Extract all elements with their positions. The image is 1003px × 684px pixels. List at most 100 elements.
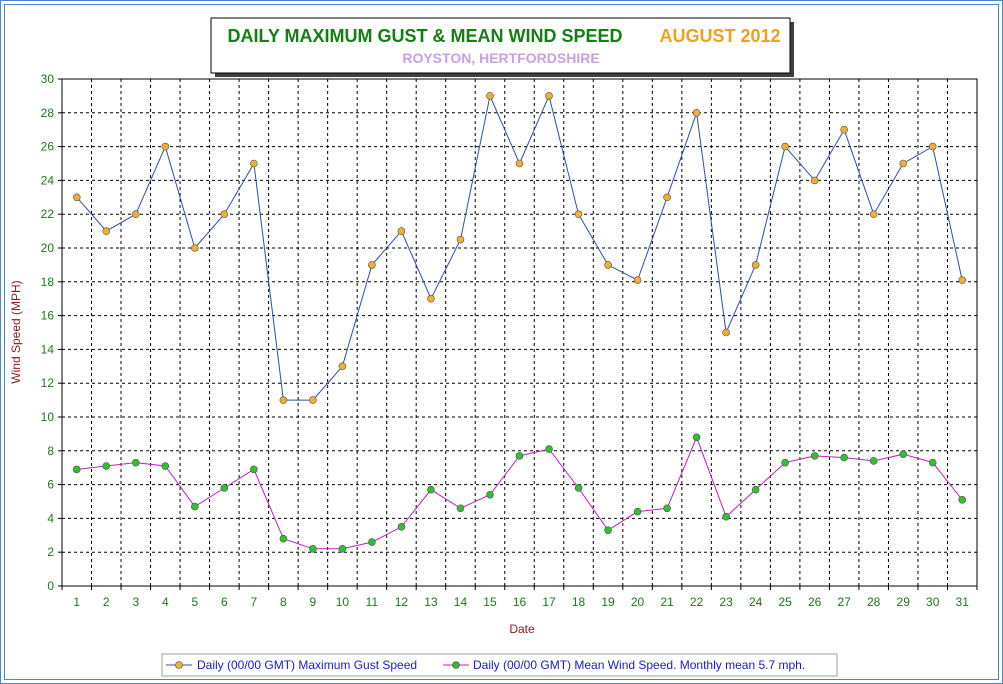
- data-point-0: [72, 193, 81, 202]
- data-point-0: [486, 92, 494, 100]
- x-tick-label: 15: [483, 595, 497, 609]
- x-tick-label: 3: [132, 595, 139, 609]
- y-tick-label: 22: [41, 207, 55, 221]
- x-tick-label: 2: [103, 595, 110, 609]
- x-tick-label: 19: [601, 595, 615, 609]
- x-tick-label: 9: [310, 595, 317, 609]
- x-tick-label: 1: [73, 595, 80, 609]
- chart-title-period: AUGUST 2012: [659, 26, 780, 46]
- data-point-1: [751, 485, 760, 494]
- x-tick-label: 30: [926, 595, 940, 609]
- x-tick-label: 8: [280, 595, 287, 609]
- x-tick-label: 16: [513, 595, 527, 609]
- data-point-0: [250, 159, 258, 168]
- data-point-0: [427, 294, 435, 303]
- y-tick-label: 6: [47, 478, 54, 492]
- x-axis-title: Date: [509, 622, 535, 636]
- data-point-1: [427, 485, 435, 494]
- data-point-0: [810, 176, 819, 185]
- data-point-1: [604, 526, 612, 535]
- x-tick-label: 7: [251, 595, 258, 609]
- data-point-0: [545, 92, 553, 100]
- data-point-1: [250, 465, 258, 474]
- y-tick-label: 0: [47, 579, 54, 593]
- y-tick-label: 30: [41, 72, 55, 86]
- data-point-1: [810, 452, 819, 460]
- data-point-0: [220, 210, 229, 218]
- legend-gust-marker: [175, 661, 183, 669]
- y-tick-label: 10: [41, 410, 55, 424]
- x-tick-label: 24: [749, 595, 763, 609]
- data-point-1: [928, 458, 937, 467]
- data-point-0: [456, 235, 465, 244]
- data-point-0: [161, 142, 170, 151]
- grid-lines: [62, 79, 977, 586]
- data-point-0: [338, 362, 347, 371]
- x-tick-label: 29: [897, 595, 911, 609]
- legend-box: [161, 653, 838, 677]
- data-point-1: [515, 452, 524, 460]
- data-point-0: [869, 210, 878, 218]
- chart-subtitle: ROYSTON, HERTFORDSHIRE: [402, 50, 599, 66]
- data-point-1: [161, 462, 170, 470]
- x-tick-label: 17: [542, 595, 556, 609]
- data-point-1: [781, 458, 789, 467]
- x-tick-label: 25: [778, 595, 792, 609]
- data-point-1: [191, 502, 199, 511]
- y-tick-label: 14: [41, 342, 55, 356]
- data-point-0: [102, 227, 111, 235]
- data-point-1: [368, 538, 376, 546]
- chart-title: DAILY MAXIMUM GUST & MEAN WIND SPEED: [227, 26, 622, 46]
- y-tick-label: 16: [41, 309, 55, 323]
- legend-mean-label: Daily (00/00 GMT) Mean Wind Speed. Month…: [473, 658, 805, 672]
- x-tick-label: 18: [572, 595, 586, 609]
- x-tick-label: 14: [454, 595, 468, 609]
- plot-area: [61, 78, 978, 587]
- data-point-0: [131, 210, 140, 218]
- data-point-0: [958, 276, 967, 284]
- x-tick-label: 21: [660, 595, 674, 609]
- y-tick-label: 24: [41, 173, 55, 187]
- legend-mean-marker: [452, 661, 460, 669]
- chart-inner-border: [4, 4, 999, 680]
- data-point-1: [279, 534, 288, 543]
- x-tick-label: 26: [808, 595, 822, 609]
- x-tick-label: 4: [162, 595, 169, 609]
- data-point-1: [574, 484, 583, 492]
- x-tick-label: 20: [631, 595, 645, 609]
- data-point-1: [958, 496, 967, 504]
- data-point-0: [751, 261, 760, 269]
- y-tick-label: 8: [47, 444, 54, 458]
- data-point-1: [633, 507, 642, 516]
- data-point-0: [574, 210, 583, 218]
- x-tick-label: 11: [366, 595, 379, 609]
- data-point-0: [397, 227, 406, 235]
- data-point-0: [781, 142, 789, 151]
- data-point-0: [928, 142, 937, 151]
- x-tick-label: 13: [424, 595, 438, 609]
- data-point-0: [692, 109, 701, 117]
- y-tick-label: 28: [41, 106, 55, 120]
- y-tick-label: 20: [41, 241, 55, 255]
- x-tick-label: 31: [956, 595, 970, 609]
- x-tick-label: 12: [395, 595, 409, 609]
- data-point-1: [486, 490, 494, 499]
- data-point-1: [692, 433, 701, 442]
- data-point-1: [869, 457, 878, 465]
- data-point-1: [663, 504, 671, 513]
- x-tick-label: 23: [719, 595, 733, 609]
- data-point-0: [899, 159, 908, 168]
- data-point-1: [397, 523, 406, 531]
- y-axis-title: Wind Speed (MPH): [9, 280, 23, 383]
- data-point-1: [338, 545, 347, 553]
- y-tick-label: 18: [41, 275, 55, 289]
- data-point-1: [309, 545, 317, 553]
- data-point-1: [545, 445, 553, 453]
- legend-gust-label: Daily (00/00 GMT) Maximum Gust Speed: [197, 658, 417, 672]
- data-point-0: [604, 261, 612, 269]
- title-box: [210, 17, 791, 74]
- data-point-0: [515, 159, 524, 168]
- data-point-1: [102, 462, 111, 470]
- x-tick-label: 28: [867, 595, 881, 609]
